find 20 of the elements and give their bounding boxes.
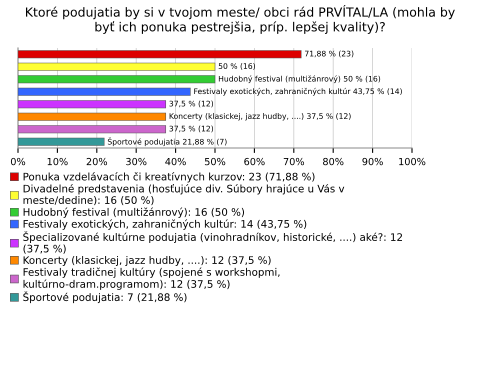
legend-label: Festivaly exotických, zahraničných kultúr: 14 (43,75 %) [24, 219, 306, 230]
x-tick-label: 10% [48, 158, 68, 166]
x-tick-label: 60% [244, 158, 265, 166]
x-tick-label: 50% [204, 158, 226, 166]
legend-label: Športové podujatia: 7 (21,88 %) [23, 291, 186, 304]
x-tick-label: 30% [126, 158, 146, 166]
legend-label: Ponuka vzdelávacích či kreatívnych kurzov: 23 (71,88 %) [24, 172, 314, 182]
x-tick-label: 100% [399, 158, 426, 166]
x-tick-label: 90% [362, 158, 383, 166]
legend-label: Festivaly tradičnej kultúry (spojené s workshopmi, kultúrno-dram.programom): 12 (37,5 %) [24, 268, 280, 290]
x-tick-label: 40% [165, 158, 186, 166]
x-tick-label: 0% [10, 158, 26, 166]
x-tick-label: 80% [323, 158, 344, 166]
x-tick-label: 20% [86, 158, 108, 166]
chart-title: Ktoré podujatia by si v tvojom meste/ obci rád PRVÍTAL/LA (mohla by byť ich ponuka pestrejšia, príp. lepšej kvality)? [26, 5, 455, 34]
legend-label: Špecializované kultúrne podujatia (vinohradníkov, historické, ....) aké?: 12 (37,5 %) [23, 231, 402, 254]
x-tick-label: 70% [284, 158, 304, 166]
legend-label: Hudobný festival (multižánrový): 16 (50 %) [24, 208, 244, 218]
legend-label: Koncerty (klasickej, jazz hudby, ....): 12 (37,5 %) [24, 256, 271, 266]
legend-label: Divadelné predstavenia (hosťujúce div. Súbory hrajúce u Vás v meste/dedine): 16 (50 %) [24, 184, 344, 206]
